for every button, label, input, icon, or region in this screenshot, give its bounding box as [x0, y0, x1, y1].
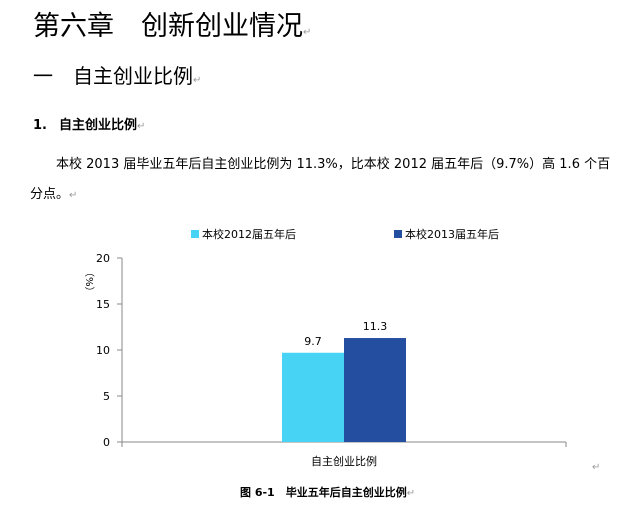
y-axis-label: （%）	[83, 267, 95, 297]
x-category-label: 自主创业比例	[311, 454, 377, 468]
paragraph-mark: ↵	[193, 75, 202, 86]
y-tick-label: 15	[96, 298, 110, 311]
legend: 本校2012届五年后 本校2013届五年后	[191, 227, 499, 241]
y-tick-label: 10	[96, 344, 110, 357]
paragraph-mark: ↵	[406, 488, 416, 499]
y-tick-label: 0	[103, 436, 110, 449]
paragraph-mark: ↵	[592, 462, 601, 473]
data-label: 9.7	[304, 335, 322, 348]
bar-2012	[282, 352, 344, 442]
legend-label-2013: 本校2013届五年后	[405, 227, 499, 241]
legend-label-2012: 本校2012届五年后	[202, 227, 296, 241]
y-tick-label: 5	[103, 390, 110, 403]
paragraph-mark: ↵	[137, 121, 146, 132]
bar-chart: 本校2012届五年后 本校2013届五年后 （%） 0 5 10 15 20 9.7 11…	[83, 227, 567, 468]
subsection-number: 1.	[33, 118, 47, 133]
body-paragraph: 本校 2013 届毕业五年后自主创业比例为 11.3%，比本校 2012 届五年…	[30, 157, 611, 202]
legend-swatch-2013	[394, 230, 402, 238]
data-label: 11.3	[363, 320, 388, 333]
y-tick-label: 20	[96, 252, 110, 265]
legend-swatch-2012	[191, 230, 199, 238]
subsection-heading: 1. 自主创业比例↵	[33, 114, 145, 133]
bar-2013	[344, 338, 406, 442]
axes: 0 5 10 15 20	[96, 252, 567, 449]
chapter-title: 第六章 创新创业情况↵	[33, 11, 312, 42]
section-title: 一 自主创业比例↵	[33, 64, 202, 88]
paragraph-mark: ↵	[69, 190, 78, 201]
bars: 9.7 11.3 自主创业比例	[282, 320, 406, 468]
figure-caption: 图 6-1 毕业五年后自主创业比例↵	[240, 486, 416, 499]
subsection-title: 自主创业比例	[59, 118, 138, 133]
paragraph-mark: ↵	[303, 27, 312, 38]
